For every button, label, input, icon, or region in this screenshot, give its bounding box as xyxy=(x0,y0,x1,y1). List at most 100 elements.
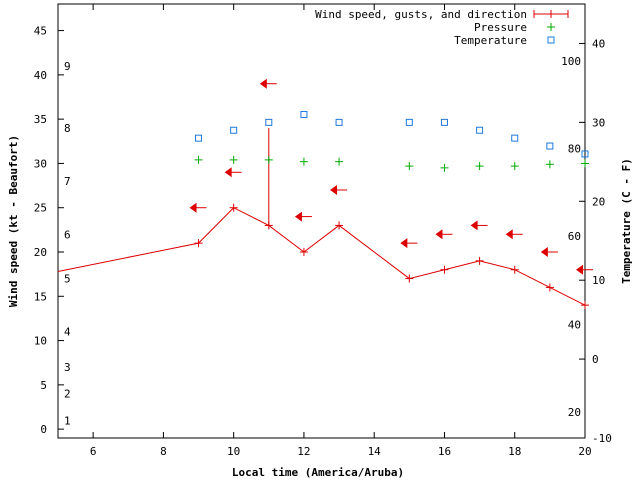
series-group xyxy=(57,78,593,310)
pressure-point xyxy=(229,155,238,164)
y2-tick-label: 30 xyxy=(592,116,605,129)
y-tick-label: 5 xyxy=(40,379,47,392)
x-tick-label: 10 xyxy=(227,445,240,458)
wind-speed-point xyxy=(229,203,238,212)
arrow-head xyxy=(224,167,232,178)
x-tick-label: 14 xyxy=(368,445,382,458)
wind-speed-point xyxy=(510,265,519,274)
plot-frame-group xyxy=(57,3,586,439)
beaufort-label: 6 xyxy=(64,228,71,241)
temperature-point xyxy=(476,126,484,134)
beaufort-label: 7 xyxy=(64,175,71,188)
pressure-point xyxy=(440,163,449,172)
pressure-point xyxy=(405,162,414,171)
arrow-head xyxy=(470,220,478,231)
wind-speed-line xyxy=(57,207,586,306)
pressure-point xyxy=(335,157,344,166)
fahrenheit-label: 80 xyxy=(568,142,581,155)
pressure-point xyxy=(264,155,273,164)
wind-speed-point xyxy=(194,239,203,248)
arrow-head xyxy=(189,202,197,213)
pressure-point xyxy=(510,162,519,171)
beaufort-label: 1 xyxy=(64,414,71,427)
arrow-head xyxy=(576,264,583,275)
wind-direction-arrow xyxy=(400,238,418,249)
pressure-point xyxy=(299,157,308,166)
beaufort-label: 9 xyxy=(64,60,71,73)
beaufort-label: 3 xyxy=(64,361,71,374)
y-tick-label: 30 xyxy=(34,157,47,170)
wind-speed-point xyxy=(475,256,484,265)
pressure-point xyxy=(545,160,554,169)
beaufort-label: 2 xyxy=(64,388,71,401)
x-tick-label: 8 xyxy=(160,445,167,458)
y-tick-label: 35 xyxy=(34,113,47,126)
pressure-point xyxy=(475,162,484,171)
wind-direction-arrow xyxy=(294,211,312,222)
temperature-point xyxy=(440,118,448,126)
y2-tick-label: 0 xyxy=(592,353,599,366)
wind-speed-point xyxy=(581,301,589,310)
arrow-head xyxy=(435,229,443,240)
y-tick-label: 45 xyxy=(34,25,47,38)
ticks-group: 6 8 10 12 14 16 18 20051015202530354045-1001020… xyxy=(34,4,612,458)
temperature-point xyxy=(511,134,519,142)
temperature-point xyxy=(300,110,308,118)
x-axis-title: Local time (America/Aruba) xyxy=(232,466,404,479)
x-tick-label: 20 xyxy=(578,445,591,458)
fahrenheit-label: 60 xyxy=(568,230,581,243)
legend-label-pressure: Pressure xyxy=(474,21,527,34)
y-tick-label: 20 xyxy=(34,246,47,259)
wind-speed-point xyxy=(299,248,308,256)
arrow-head xyxy=(259,78,267,89)
plot-frame xyxy=(57,3,586,439)
y-tick-label: 15 xyxy=(34,290,47,303)
fahrenheit-label: 20 xyxy=(568,406,581,419)
temperature-point xyxy=(265,118,273,126)
temperature-point xyxy=(581,150,589,158)
legend-swatch-temperature xyxy=(547,36,555,44)
beaufort-label: 8 xyxy=(64,122,71,135)
arrow-head xyxy=(400,238,408,249)
wind-direction-arrow xyxy=(435,229,453,240)
y2-tick-label: 10 xyxy=(592,274,605,287)
y2-tick-label: -10 xyxy=(592,432,612,445)
pressure-point xyxy=(194,155,203,164)
wind-direction-arrow xyxy=(259,78,277,89)
legend: Wind speed, gusts, and direction Pressur… xyxy=(315,8,569,47)
x-tick-label: 18 xyxy=(508,445,521,458)
wind-speed-point xyxy=(545,283,554,292)
x-tick-label: 16 xyxy=(438,445,451,458)
wind-direction-arrow xyxy=(224,167,242,178)
wind-direction-arrow xyxy=(576,264,593,275)
y2-axis-title: Temperature (C - F) xyxy=(620,158,633,284)
wind-speed-point xyxy=(335,221,344,230)
x-tick-label: 6 xyxy=(90,445,97,458)
y-tick-label: 10 xyxy=(34,335,47,348)
wind-direction-arrow xyxy=(189,202,207,213)
legend-swatch-pressure xyxy=(547,23,555,31)
temperature-point xyxy=(405,118,413,126)
y2-tick-label: 20 xyxy=(592,195,605,208)
legend-label-wind: Wind speed, gusts, and direction xyxy=(315,8,527,21)
y-tick-label: 25 xyxy=(34,202,47,215)
wind-direction-arrow xyxy=(470,220,488,231)
x-tick-label: 12 xyxy=(297,445,310,458)
arrow-head xyxy=(505,229,513,240)
y-tick-label: 0 xyxy=(40,423,47,436)
temperature-point xyxy=(230,126,238,134)
wind-direction-arrow xyxy=(505,229,523,240)
wind-speed-point xyxy=(405,274,414,283)
beaufort-label: 5 xyxy=(64,273,71,286)
y-tick-label: 40 xyxy=(34,69,47,82)
legend-label-temperature: Temperature xyxy=(454,34,527,47)
y-axis-title: Wind speed (kt - Beaufort) xyxy=(7,135,20,307)
wind-direction-arrow xyxy=(330,185,348,195)
arrow-head xyxy=(330,185,338,195)
temperature-point xyxy=(546,142,554,150)
wind-speed-point xyxy=(440,265,449,274)
temperature-point xyxy=(335,118,343,126)
arrow-head xyxy=(540,247,548,257)
arrow-head xyxy=(294,211,302,222)
